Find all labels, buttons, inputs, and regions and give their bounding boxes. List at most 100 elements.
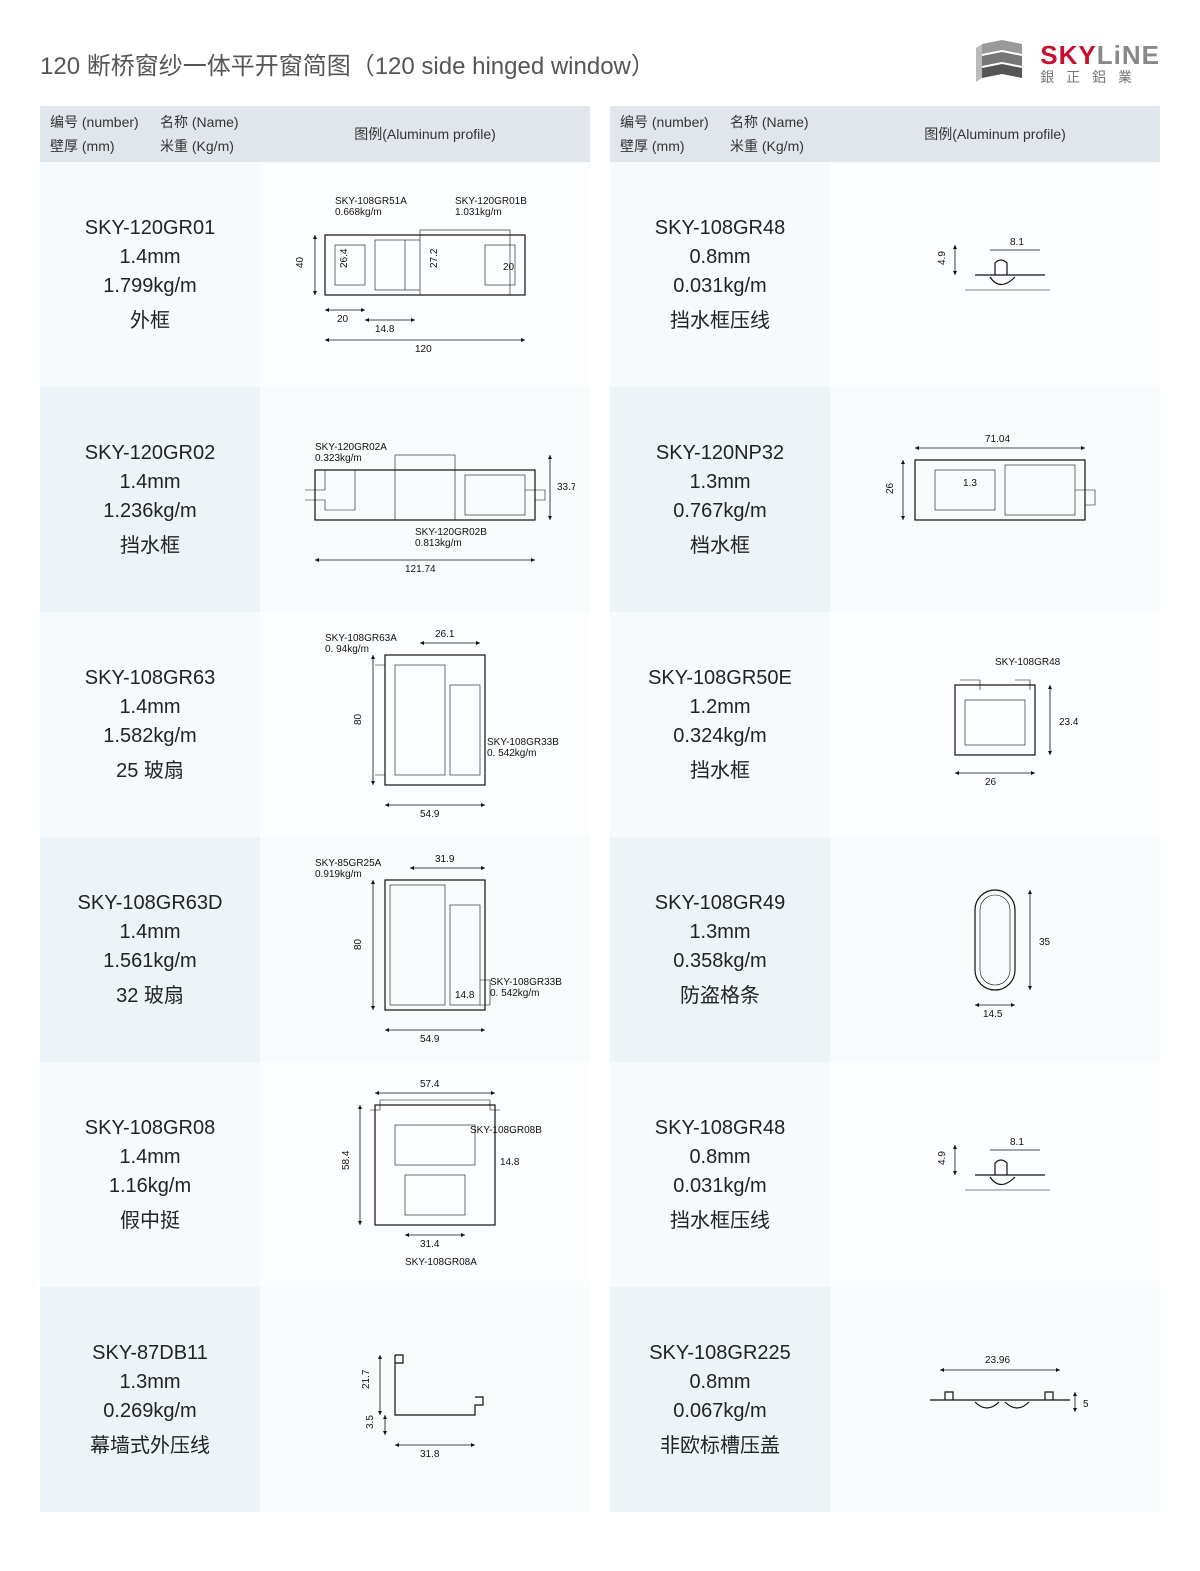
spec-number: SKY-87DB11 xyxy=(92,1342,208,1365)
svg-text:33.7: 33.7 xyxy=(557,482,575,493)
spec-row: SKY-108GR225 0.8mm 0.067kg/m 非欧标槽压盖 23.9… xyxy=(610,1287,1160,1512)
spec-thickness: 1.3mm xyxy=(119,1371,180,1394)
profile-diagram: SKY-108GR48 23.4 26 xyxy=(830,612,1160,837)
svg-text:0.919kg/m: 0.919kg/m xyxy=(315,869,362,880)
svg-text:54.9: 54.9 xyxy=(420,1034,440,1045)
spec-name: 挡水框压线 xyxy=(670,1204,770,1233)
spec-thickness: 1.4mm xyxy=(119,696,180,719)
spec-row: SKY-108GR48 0.8mm 0.031kg/m 挡水框压线 4.9 8.… xyxy=(610,1062,1160,1287)
spec-number: SKY-108GR63 xyxy=(85,667,215,690)
profile-diagram: 71.04 26 1.3 xyxy=(830,387,1160,612)
svg-text:31.9: 31.9 xyxy=(435,854,455,865)
spec-weight: 1.236kg/m xyxy=(103,500,196,523)
spec-name: 25 玻扇 xyxy=(116,754,184,783)
spec-thickness: 1.4mm xyxy=(119,1146,180,1169)
spec-number: SKY-120NP32 xyxy=(656,442,784,465)
svg-text:4.9: 4.9 xyxy=(937,250,948,264)
logo-subtitle: 銀 正 鋁 業 xyxy=(1040,70,1160,84)
svg-text:0.813kg/m: 0.813kg/m xyxy=(415,538,462,549)
spec-name: 幕墙式外压线 xyxy=(90,1429,210,1458)
spec-row: SKY-108GR50E 1.2mm 0.324kg/m 挡水框 SKY-108… xyxy=(610,612,1160,837)
svg-text:14.5: 14.5 xyxy=(983,1009,1003,1020)
spec-row: SKY-108GR48 0.8mm 0.031kg/m 挡水框压线 4.9 8.… xyxy=(610,162,1160,387)
spec-number: SKY-108GR48 xyxy=(655,217,785,240)
spec-thickness: 1.4mm xyxy=(119,471,180,494)
svg-text:3.5: 3.5 xyxy=(365,1414,376,1428)
spec-name: 32 玻扇 xyxy=(116,979,184,1008)
spec-thickness: 1.4mm xyxy=(119,246,180,269)
spec-thickness: 0.8mm xyxy=(689,1146,750,1169)
svg-text:14.8: 14.8 xyxy=(455,990,475,1001)
spec-info: SKY-108GR48 0.8mm 0.031kg/m 挡水框压线 xyxy=(610,162,830,387)
spec-name: 假中挺 xyxy=(120,1204,180,1233)
spec-weight: 1.799kg/m xyxy=(103,275,196,298)
header-profile: 图例(Aluminum profile) xyxy=(354,124,496,144)
spec-info: SKY-120GR01 1.4mm 1.799kg/m 外框 xyxy=(40,162,260,387)
svg-text:1.031kg/m: 1.031kg/m xyxy=(455,207,502,218)
spec-number: SKY-120GR01 xyxy=(85,217,215,240)
header-thickness: 壁厚 (mm) xyxy=(620,136,710,156)
spec-info: SKY-120NP32 1.3mm 0.767kg/m 档水框 xyxy=(610,387,830,612)
header-weight: 米重 (Kg/m) xyxy=(730,136,820,156)
svg-text:31.4: 31.4 xyxy=(420,1239,440,1250)
spec-name: 挡水框 xyxy=(690,754,750,783)
spec-info: SKY-108GR63 1.4mm 1.582kg/m 25 玻扇 xyxy=(40,612,260,837)
spec-weight: 0.767kg/m xyxy=(673,500,766,523)
page-header: 120 断桥窗纱一体平开窗简图（120 side hinged window） … xyxy=(40,40,1160,86)
spec-row: SKY-87DB11 1.3mm 0.269kg/m 幕墙式外压线 21.7 3… xyxy=(40,1287,590,1512)
svg-text:0.668kg/m: 0.668kg/m xyxy=(335,207,382,218)
spec-weight: 0.031kg/m xyxy=(673,275,766,298)
spec-name: 非欧标槽压盖 xyxy=(660,1429,780,1458)
spec-name: 防盗格条 xyxy=(680,979,760,1008)
spec-name: 档水框 xyxy=(690,529,750,558)
spec-row: SKY-108GR49 1.3mm 0.358kg/m 防盗格条 35 14.5 xyxy=(610,837,1160,1062)
spec-row: SKY-120NP32 1.3mm 0.767kg/m 档水框 71.04 26… xyxy=(610,387,1160,612)
svg-text:SKY-108GR48: SKY-108GR48 xyxy=(995,657,1061,668)
svg-text:0. 542kg/m: 0. 542kg/m xyxy=(487,748,536,759)
svg-text:23.4: 23.4 xyxy=(1059,717,1079,728)
spec-info: SKY-108GR08 1.4mm 1.16kg/m 假中挺 xyxy=(40,1062,260,1287)
svg-text:80: 80 xyxy=(353,713,364,725)
svg-text:SKY-120GR02B: SKY-120GR02B xyxy=(415,527,487,538)
svg-text:21.7: 21.7 xyxy=(361,1369,372,1389)
svg-text:14.8: 14.8 xyxy=(375,324,395,335)
spec-row: SKY-120GR02 1.4mm 1.236kg/m 挡水框 SKY-120G… xyxy=(40,387,590,612)
header-number: 编号 (number) xyxy=(50,112,140,132)
profile-diagram: SKY-85GR25A0.919kg/m 31.9 80 14.8 SKY-10… xyxy=(260,837,590,1062)
header-weight: 米重 (Kg/m) xyxy=(160,136,250,156)
spec-number: SKY-120GR02 xyxy=(85,442,215,465)
spec-weight: 0.031kg/m xyxy=(673,1175,766,1198)
svg-text:26.4: 26.4 xyxy=(339,248,350,268)
spec-info: SKY-108GR49 1.3mm 0.358kg/m 防盗格条 xyxy=(610,837,830,1062)
svg-text:23.96: 23.96 xyxy=(985,1355,1010,1366)
spec-number: SKY-108GR63D xyxy=(78,892,223,915)
spec-number: SKY-108GR50E xyxy=(648,667,792,690)
header-name: 名称 (Name) xyxy=(160,112,250,132)
header-name: 名称 (Name) xyxy=(730,112,820,132)
page-title: 120 断桥窗纱一体平开窗简图（120 side hinged window） xyxy=(40,46,655,81)
svg-text:SKY-108GR51A: SKY-108GR51A xyxy=(335,196,407,207)
svg-text:26: 26 xyxy=(985,777,997,788)
svg-text:8.1: 8.1 xyxy=(1010,237,1024,248)
svg-text:14.8: 14.8 xyxy=(500,1157,520,1168)
svg-text:SKY-85GR25A: SKY-85GR25A xyxy=(315,858,382,869)
profile-diagram: 4.9 8.1 xyxy=(830,162,1160,387)
svg-text:58.4: 58.4 xyxy=(341,1150,352,1170)
svg-text:0. 542kg/m: 0. 542kg/m xyxy=(490,988,539,999)
profile-diagram: SKY-108GR51A0.668kg/m SKY-120GR01B1.031k… xyxy=(260,162,590,387)
spec-weight: 1.582kg/m xyxy=(103,725,196,748)
profile-diagram: 23.96 5 xyxy=(830,1287,1160,1512)
svg-text:20: 20 xyxy=(337,314,349,325)
spec-info: SKY-108GR63D 1.4mm 1.561kg/m 32 玻扇 xyxy=(40,837,260,1062)
header-profile: 图例(Aluminum profile) xyxy=(924,124,1066,144)
svg-text:121.74: 121.74 xyxy=(405,564,436,575)
svg-text:26: 26 xyxy=(885,482,896,494)
svg-text:35: 35 xyxy=(1039,937,1051,948)
column-header-left: 编号 (number) 壁厚 (mm) 名称 (Name) 米重 (Kg/m) … xyxy=(40,106,590,162)
svg-text:5: 5 xyxy=(1083,1399,1089,1410)
spec-thickness: 1.3mm xyxy=(689,921,750,944)
svg-text:SKY-108GR63A: SKY-108GR63A xyxy=(325,633,397,644)
svg-text:31.8: 31.8 xyxy=(420,1449,440,1460)
svg-text:0. 94kg/m: 0. 94kg/m xyxy=(325,644,369,655)
spec-row: SKY-108GR63D 1.4mm 1.561kg/m 32 玻扇 SKY-8… xyxy=(40,837,590,1062)
